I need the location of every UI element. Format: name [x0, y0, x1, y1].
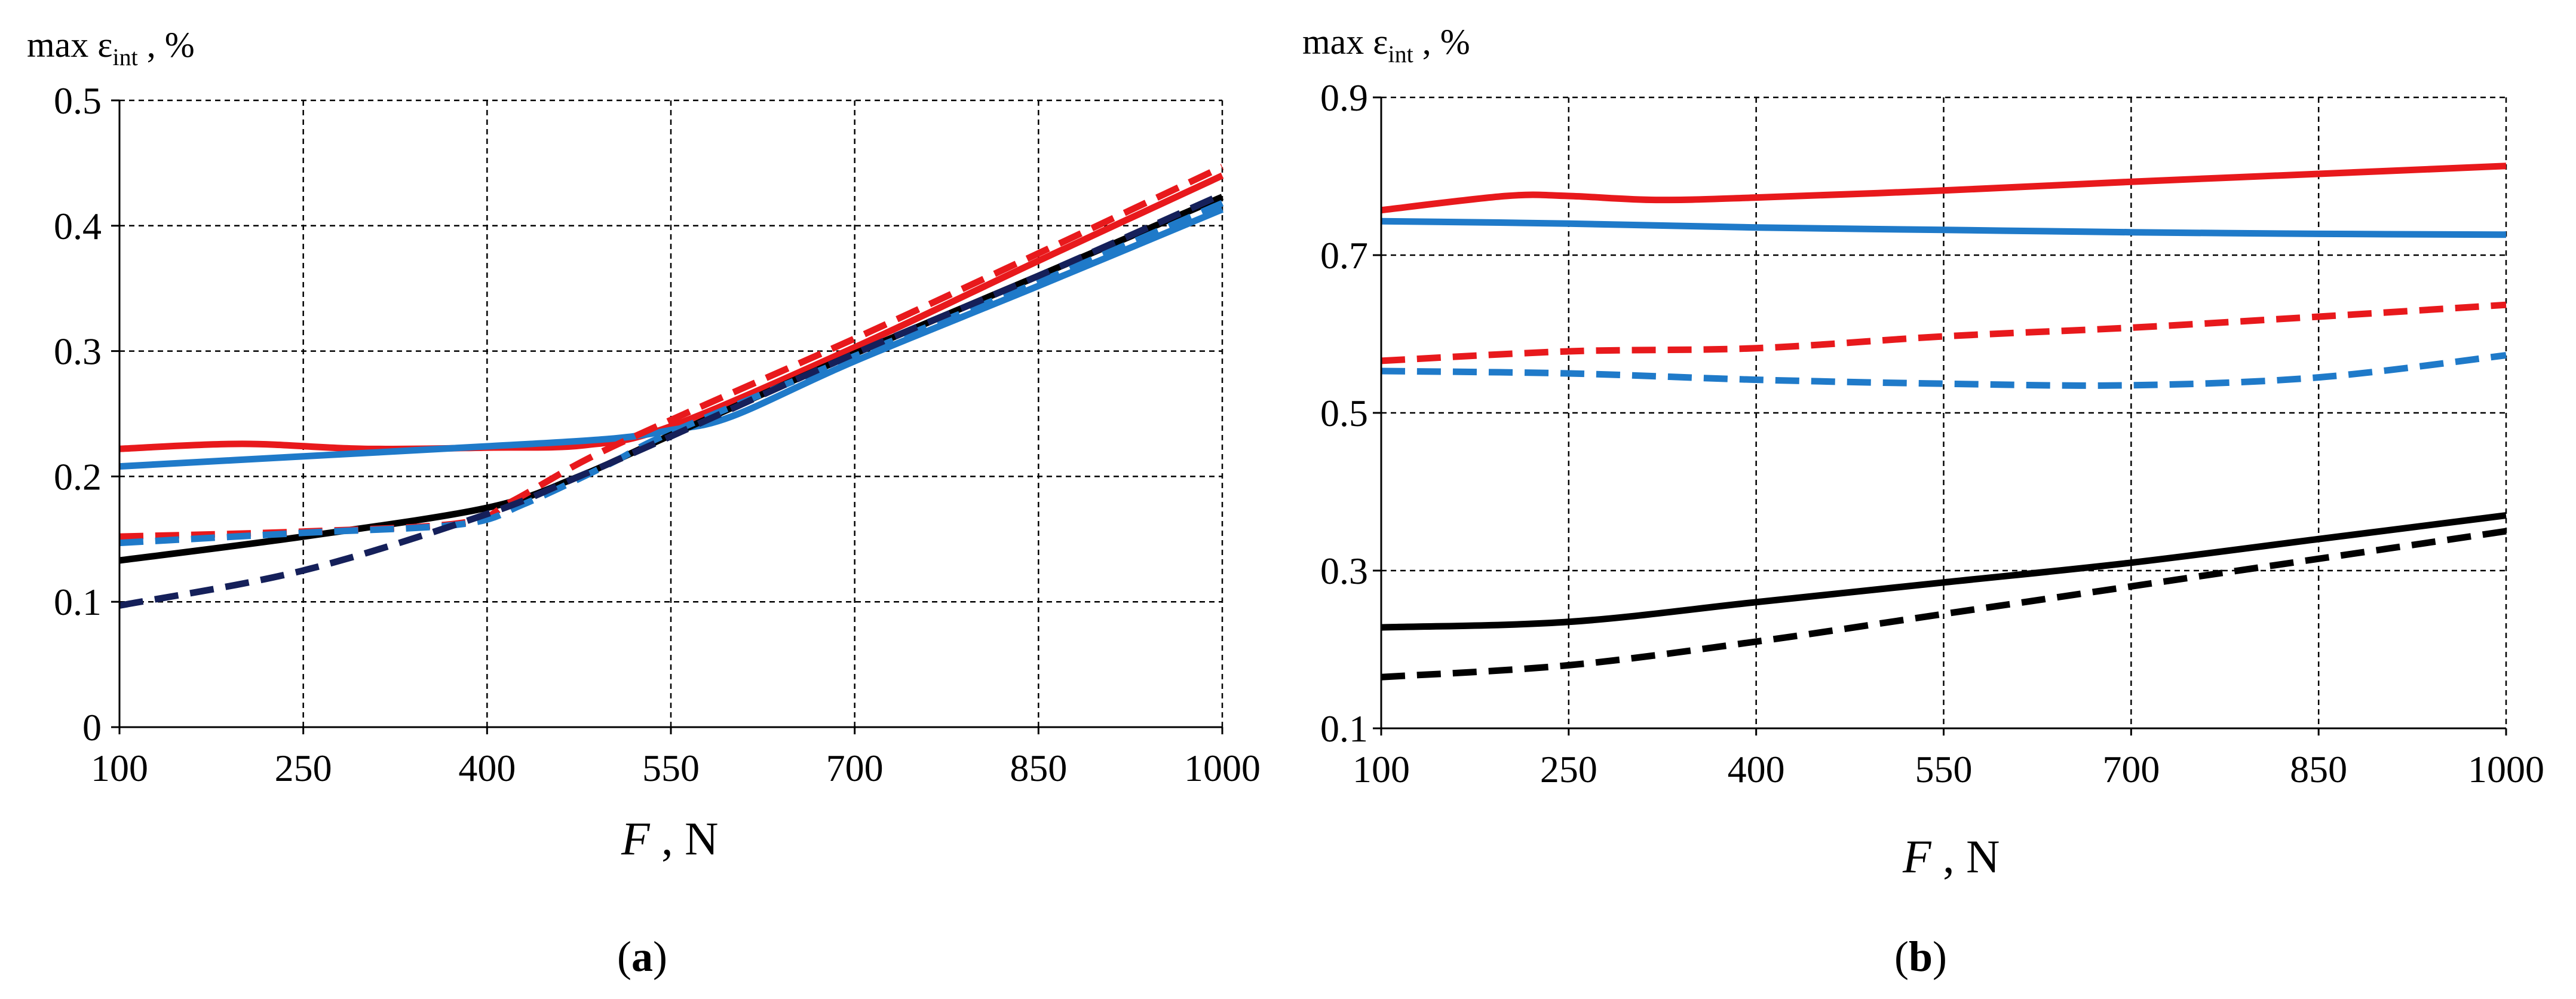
chart-a-xtick-label: 100: [91, 747, 148, 789]
chart-panel-a: 00.10.20.30.40.5 100 250 400 550 700 850 1000 …: [27, 25, 1261, 980]
chart-b-series-blue-dashed: [1381, 352, 2507, 389]
chart-b-series-black-solid: [1381, 512, 2507, 631]
chart-a-gridlines: [119, 99, 1223, 727]
chart-b-ytick-label: 0.1: [1320, 707, 1368, 750]
chart-b-ytick-label: 0.9: [1320, 76, 1368, 119]
chart-a-x-tick-labels: 100 250 400 550 700 850 1000: [91, 747, 1261, 789]
chart-b-ytick-label: 0.5: [1320, 392, 1368, 434]
chart-b-xtick-label: 850: [2290, 748, 2347, 790]
chart-b-xtick-label: 700: [2102, 748, 2160, 790]
chart-b-ytick-label: 0.3: [1320, 550, 1368, 592]
chart-a-ytick-label: 0.4: [54, 205, 102, 247]
chart-panel-b: 0.1 0.3 0.5 0.7 0.9 100 250 400 550 700 850 1000 m…: [1302, 22, 2544, 980]
chart-a-xtick-label: 400: [458, 747, 516, 789]
chart-a-ytick-label: 0.5: [54, 79, 102, 122]
chart-b-series-red-solid: [1381, 163, 2507, 214]
chart-a-xtick-label: 250: [275, 747, 332, 789]
chart-a-xtick-label: 700: [826, 747, 884, 789]
chart-a-xtick-label: 850: [1010, 747, 1067, 789]
chart-a-xtick-label: 1000: [1184, 747, 1261, 789]
chart-b-series-red-dashed: [1381, 301, 2507, 364]
chart-a-xtick-label: 550: [642, 747, 700, 789]
chart-a-series-blue-dashed: [119, 200, 1224, 547]
chart-a-y-tick-labels: 0 0.1 0.2 0.3 0.4 0.5: [54, 79, 102, 749]
panel-b-caption: (b): [1894, 933, 1947, 980]
chart-b-xtick-label: 400: [1728, 748, 1785, 790]
chart-b-series-black-dashed: [1381, 528, 2507, 681]
chart-a-series-red-solid: [119, 172, 1224, 453]
chart-a-series-red-dashed: [119, 164, 1224, 540]
chart-b-y-tick-labels: 0.1 0.3 0.5 0.7 0.9: [1320, 76, 1368, 750]
chart-a-axes: [111, 99, 1223, 734]
chart-a-ytick-label: 0: [82, 706, 102, 749]
chart-a-ytick-label: 0.2: [54, 455, 102, 498]
chart-b-series: [1381, 163, 2507, 681]
chart-b-x-tick-labels: 100 250 400 550 700 850 1000: [1353, 748, 2544, 790]
chart-b-series-blue-solid: [1381, 217, 2507, 238]
chart-a-ytick-label: 0.3: [54, 330, 102, 373]
chart-b-gridlines: [1381, 96, 2507, 728]
chart-b-xtick-label: 550: [1915, 748, 1973, 790]
chart-a-series: [118, 164, 1224, 609]
chart-b-xtick-label: 100: [1353, 748, 1410, 790]
chart-b-xtick-label: 1000: [2468, 748, 2544, 790]
chart-a-ytick-label: 0.1: [54, 581, 102, 623]
chart-a-y-axis-label: max εint , %: [27, 25, 195, 71]
chart-b-y-axis-label: max εint , %: [1302, 22, 1470, 68]
chart-b-x-axis-label: F , N: [1902, 831, 2000, 882]
chart-b-xtick-label: 250: [1540, 748, 1597, 790]
chart-b-axes: [1373, 96, 2507, 736]
panel-a-caption: (a): [617, 933, 667, 980]
chart-b-ytick-label: 0.7: [1320, 234, 1368, 277]
chart-a-x-axis-label: F , N: [621, 813, 719, 865]
chart-a-series-navy-dashed: [118, 191, 1224, 609]
